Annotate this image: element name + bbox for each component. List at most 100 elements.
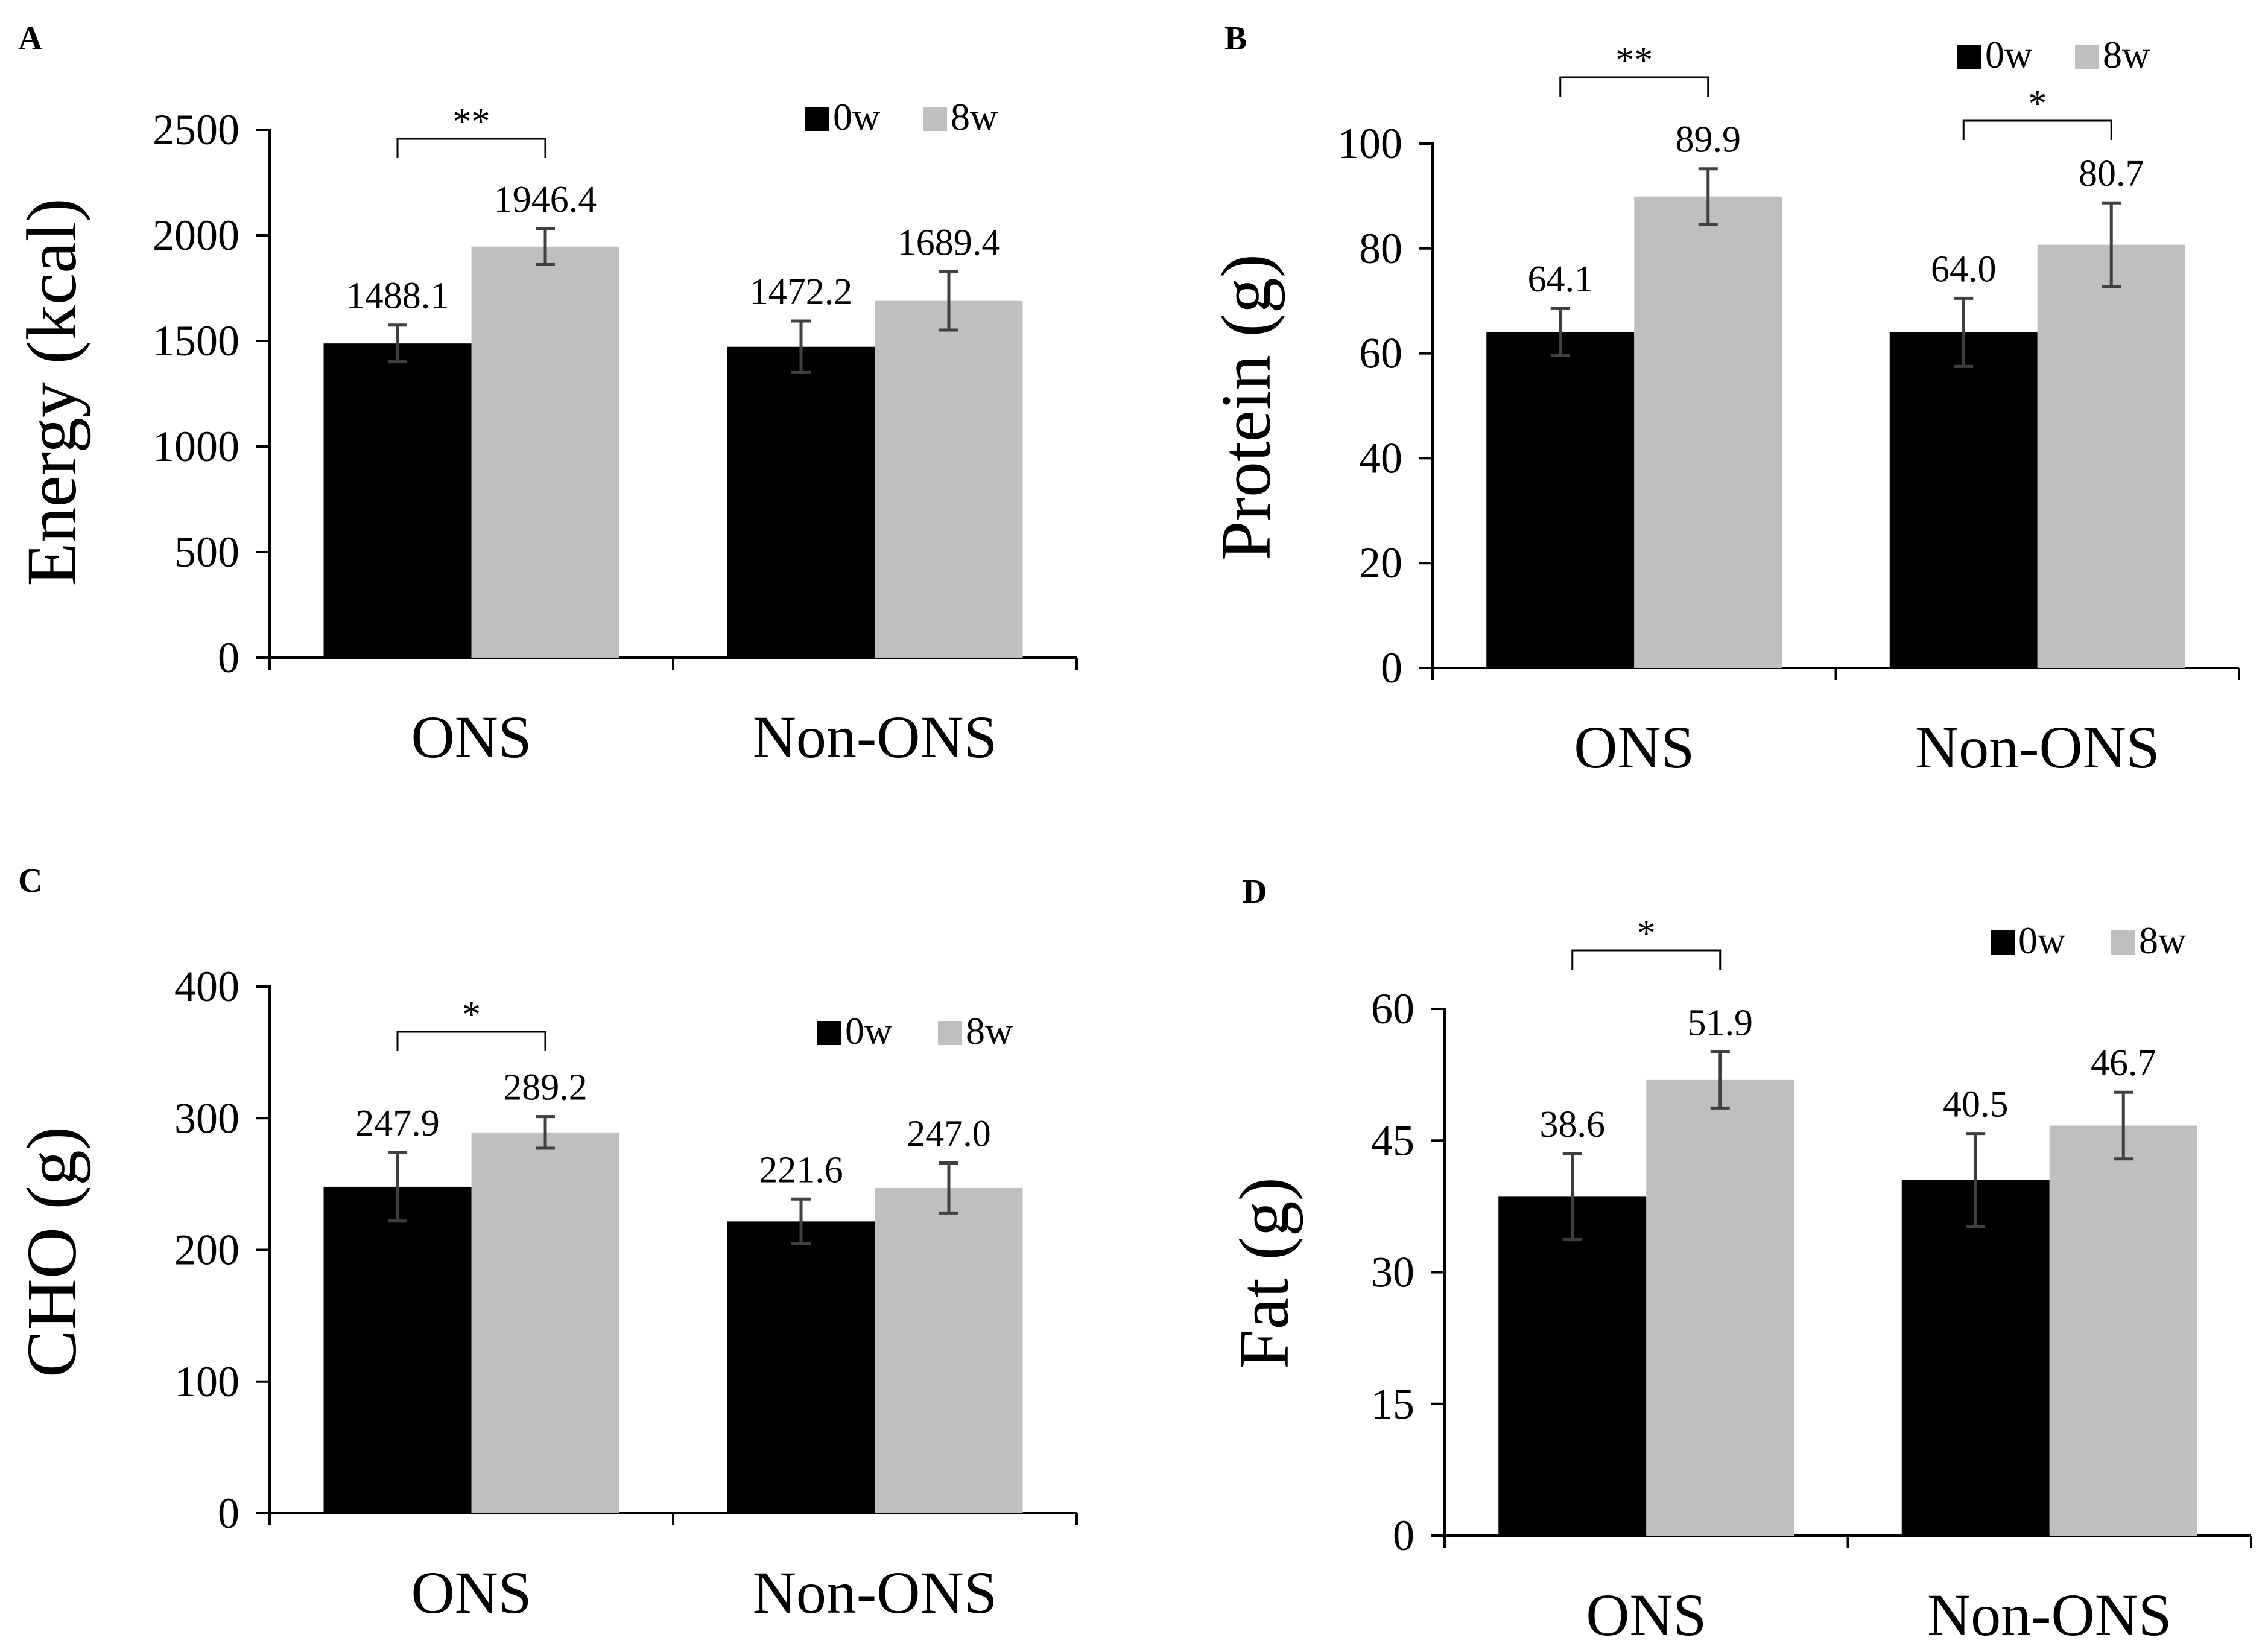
bar-0w-ons xyxy=(323,1186,472,1513)
significance-marker: * xyxy=(2028,83,2047,124)
y-tick-label: 1500 xyxy=(153,317,239,365)
legend-swatch-0w xyxy=(817,1021,841,1045)
chart-panel-b: B Protein (g) 0 20 40 60 80 100 ONS 64.1 89.9 Non-O… xyxy=(1206,20,2240,781)
legend: 0w 8w xyxy=(817,1009,1013,1052)
y-tick-label: 80 xyxy=(1359,224,1402,273)
y-axis-label: CHO (g) xyxy=(12,1126,91,1377)
legend-swatch-8w xyxy=(923,107,947,131)
y-tick-label: 30 xyxy=(1371,1248,1414,1297)
bar-0w-non-ons xyxy=(1889,332,2038,668)
data-label: 51.9 xyxy=(1688,1002,1753,1043)
data-label: 247.0 xyxy=(907,1113,991,1154)
bar-0w-ons xyxy=(323,343,472,658)
legend-label-0w: 0w xyxy=(1985,33,2032,76)
x-tick-label: Non-ONS xyxy=(1915,714,2160,781)
significance-marker: ** xyxy=(1615,40,1653,81)
data-label: 64.0 xyxy=(1931,249,1997,290)
chart-panel-a: A Energy (kcal) 0 500 1000 1500 2000 2500 ONS 148… xyxy=(12,20,1078,771)
legend-swatch-8w xyxy=(2075,45,2099,69)
bar-0w-non-ons xyxy=(1901,1180,2050,1536)
y-tick-label: 500 xyxy=(174,528,239,576)
legend-label-0w: 0w xyxy=(845,1009,892,1052)
y-tick-label: 100 xyxy=(174,1358,239,1406)
y-tick-label: 2000 xyxy=(153,211,239,259)
y-tick-label: 200 xyxy=(174,1226,239,1274)
bar-0w-non-ons xyxy=(727,1221,875,1513)
y-tick-label: 1000 xyxy=(153,422,239,471)
bar-8w-non-ons xyxy=(2049,1125,2197,1536)
legend: 0w 8w xyxy=(1957,33,2150,76)
data-label: 1472.2 xyxy=(750,272,853,313)
significance-marker: ** xyxy=(453,101,490,142)
legend: 0w 8w xyxy=(1991,919,2186,962)
data-label: 1946.4 xyxy=(494,179,597,220)
data-label: 89.9 xyxy=(1676,119,1741,160)
y-tick-label: 0 xyxy=(218,634,239,682)
bar-8w-ons xyxy=(1634,196,1782,668)
data-label: 38.6 xyxy=(1540,1104,1606,1145)
y-tick-label: 60 xyxy=(1371,985,1414,1033)
y-tick-label: 300 xyxy=(174,1094,239,1142)
x-tick-label: ONS xyxy=(1574,714,1694,781)
significance-bracket xyxy=(396,138,546,158)
y-tick-label: 0 xyxy=(1381,644,1402,692)
chart-panel-d: D Fat (g) 0 15 30 45 60 ONS 38.6 51.9 Non-ONS 40.5 4… xyxy=(1224,873,2252,1646)
legend-label-8w: 8w xyxy=(951,95,998,138)
panel-letter: B xyxy=(1224,20,1247,57)
data-label: 1488.1 xyxy=(346,276,449,317)
y-tick-label: 2500 xyxy=(153,106,239,154)
legend-swatch-0w xyxy=(805,107,829,131)
bar-8w-non-ons xyxy=(2037,244,2185,668)
data-label: 46.7 xyxy=(2091,1043,2156,1084)
data-label: 221.6 xyxy=(759,1149,843,1190)
bar-8w-non-ons xyxy=(875,1187,1023,1513)
legend-swatch-0w xyxy=(1991,930,2015,955)
y-tick-label: 400 xyxy=(174,962,239,1011)
y-tick-label: 0 xyxy=(1393,1511,1414,1560)
y-tick-label: 40 xyxy=(1359,434,1402,482)
x-tick-label: ONS xyxy=(411,1559,531,1626)
legend-label-8w: 8w xyxy=(2103,33,2150,76)
y-axis-label: Fat (g) xyxy=(1224,1177,1303,1369)
legend-label-8w: 8w xyxy=(2139,919,2186,962)
x-tick-label: ONS xyxy=(1586,1581,1706,1646)
bar-8w-ons xyxy=(471,246,619,658)
x-tick-label: Non-ONS xyxy=(753,1559,998,1626)
legend-swatch-0w xyxy=(1957,45,1981,69)
y-tick-label: 45 xyxy=(1371,1116,1414,1165)
data-label: 80.7 xyxy=(2079,153,2144,194)
bar-0w-ons xyxy=(1498,1196,1647,1536)
data-label: 1689.4 xyxy=(898,222,1001,263)
data-label: 247.9 xyxy=(355,1103,440,1144)
legend-label-0w: 0w xyxy=(833,95,880,138)
significance-bracket xyxy=(1559,76,1709,97)
y-axis-label: Energy (kcal) xyxy=(12,198,91,586)
y-axis-label: Protein (g) xyxy=(1206,254,1285,561)
legend-swatch-8w xyxy=(938,1021,962,1045)
y-tick-label: 15 xyxy=(1371,1380,1414,1428)
significance-bracket xyxy=(1962,119,2112,140)
y-tick-label: 0 xyxy=(218,1489,239,1537)
chart-panel-c: C CHO (g) 0 100 200 300 400 ONS 247.9 289.2 Non-ON… xyxy=(12,862,1078,1626)
x-tick-label: ONS xyxy=(411,704,531,771)
bar-0w-ons xyxy=(1486,331,1635,668)
significance-bracket xyxy=(1571,949,1722,970)
significance-marker: * xyxy=(1637,913,1656,954)
bar-8w-ons xyxy=(1646,1079,1794,1536)
data-label: 40.5 xyxy=(1943,1084,2009,1125)
panel-letter: A xyxy=(18,20,43,57)
bar-8w-ons xyxy=(471,1132,619,1513)
legend-swatch-8w xyxy=(2111,930,2135,955)
y-tick-label: 20 xyxy=(1359,539,1402,587)
x-tick-label: Non-ONS xyxy=(1927,1581,2172,1646)
y-tick-label: 100 xyxy=(1337,119,1402,168)
data-label: 289.2 xyxy=(503,1067,588,1108)
data-label: 64.1 xyxy=(1528,259,1594,300)
bar-8w-non-ons xyxy=(875,300,1023,658)
bar-0w-non-ons xyxy=(727,346,875,658)
y-tick-label: 60 xyxy=(1359,329,1402,378)
panel-letter: C xyxy=(18,862,42,900)
significance-marker: * xyxy=(462,994,481,1035)
x-tick-label: Non-ONS xyxy=(753,704,998,771)
